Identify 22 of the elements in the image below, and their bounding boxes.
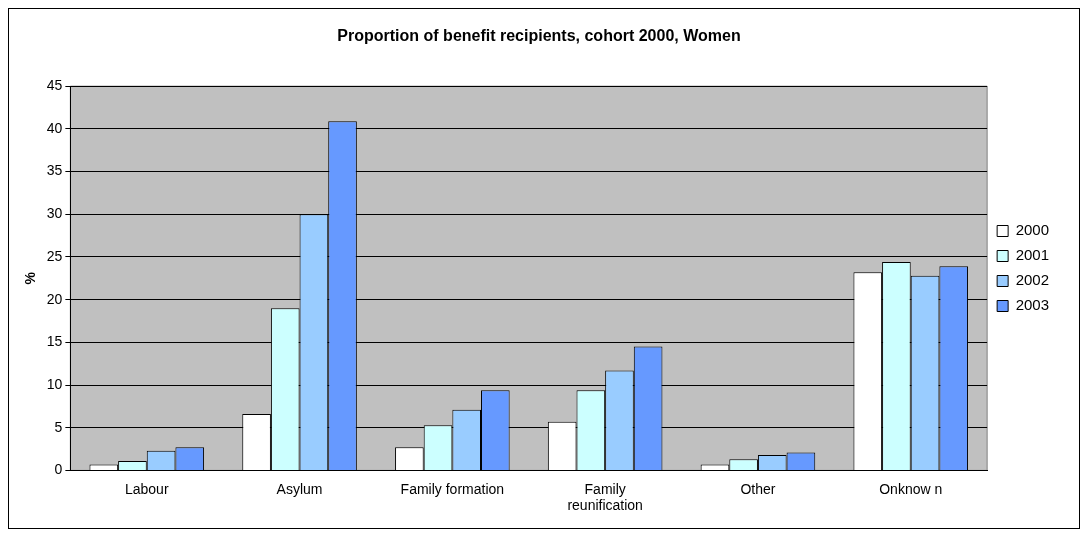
y-tick-label: 40	[46, 119, 63, 136]
y-axis-title: %	[22, 271, 39, 285]
y-tick-label: 25	[46, 247, 63, 264]
y-tick-label: 10	[46, 375, 63, 392]
x-tick-label: Family formation	[400, 480, 505, 497]
y-tick-label: 5	[54, 418, 63, 435]
y-tick-label: 45	[46, 77, 63, 94]
x-tick-label: Onknow n	[879, 480, 943, 497]
legend-label: 2000	[1015, 221, 1050, 239]
y-tick-label: 35	[46, 162, 63, 179]
legend-label: 2001	[1015, 246, 1050, 264]
y-tick-label: 20	[46, 290, 63, 307]
y-tick-label: 15	[46, 333, 63, 350]
y-tick-label: 30	[46, 205, 63, 222]
x-tick-label: Asylum	[276, 480, 323, 497]
x-tick-label: Family reunification	[567, 480, 643, 514]
y-tick-label: 0	[54, 461, 63, 478]
x-tick-label: Other	[740, 480, 776, 497]
chart-title: Proportion of benefit recipients, cohort 2000, Women	[337, 27, 741, 45]
legend-label: 2002	[1015, 271, 1050, 289]
x-tick-label: Labour	[124, 480, 169, 497]
legend-label: 2003	[1015, 296, 1050, 314]
